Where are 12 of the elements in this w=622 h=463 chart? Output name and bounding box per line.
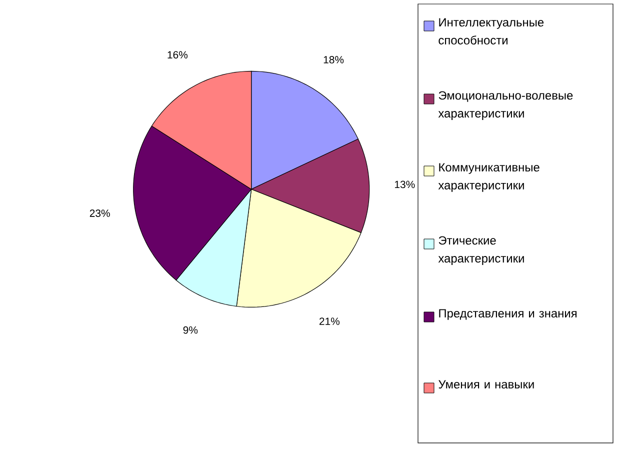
data-label: 23% — [90, 210, 110, 217]
data-label: 16% — [168, 51, 188, 59]
data-label: 21% — [320, 318, 340, 325]
legend-label: Коммуникативные характеристики — [438, 163, 540, 192]
legend-label: Этические характеристики — [438, 236, 524, 265]
legend-label: Эмоционально-волевые характеристики — [438, 91, 573, 120]
data-label: 9% — [183, 326, 198, 334]
legend-label: Умения и навыки — [438, 380, 534, 389]
legend-label: Интеллектуальные способности — [438, 18, 544, 44]
data-label: 13% — [395, 180, 415, 188]
data-label: 18% — [324, 56, 344, 64]
legend-label: Представления и знания — [439, 309, 577, 320]
